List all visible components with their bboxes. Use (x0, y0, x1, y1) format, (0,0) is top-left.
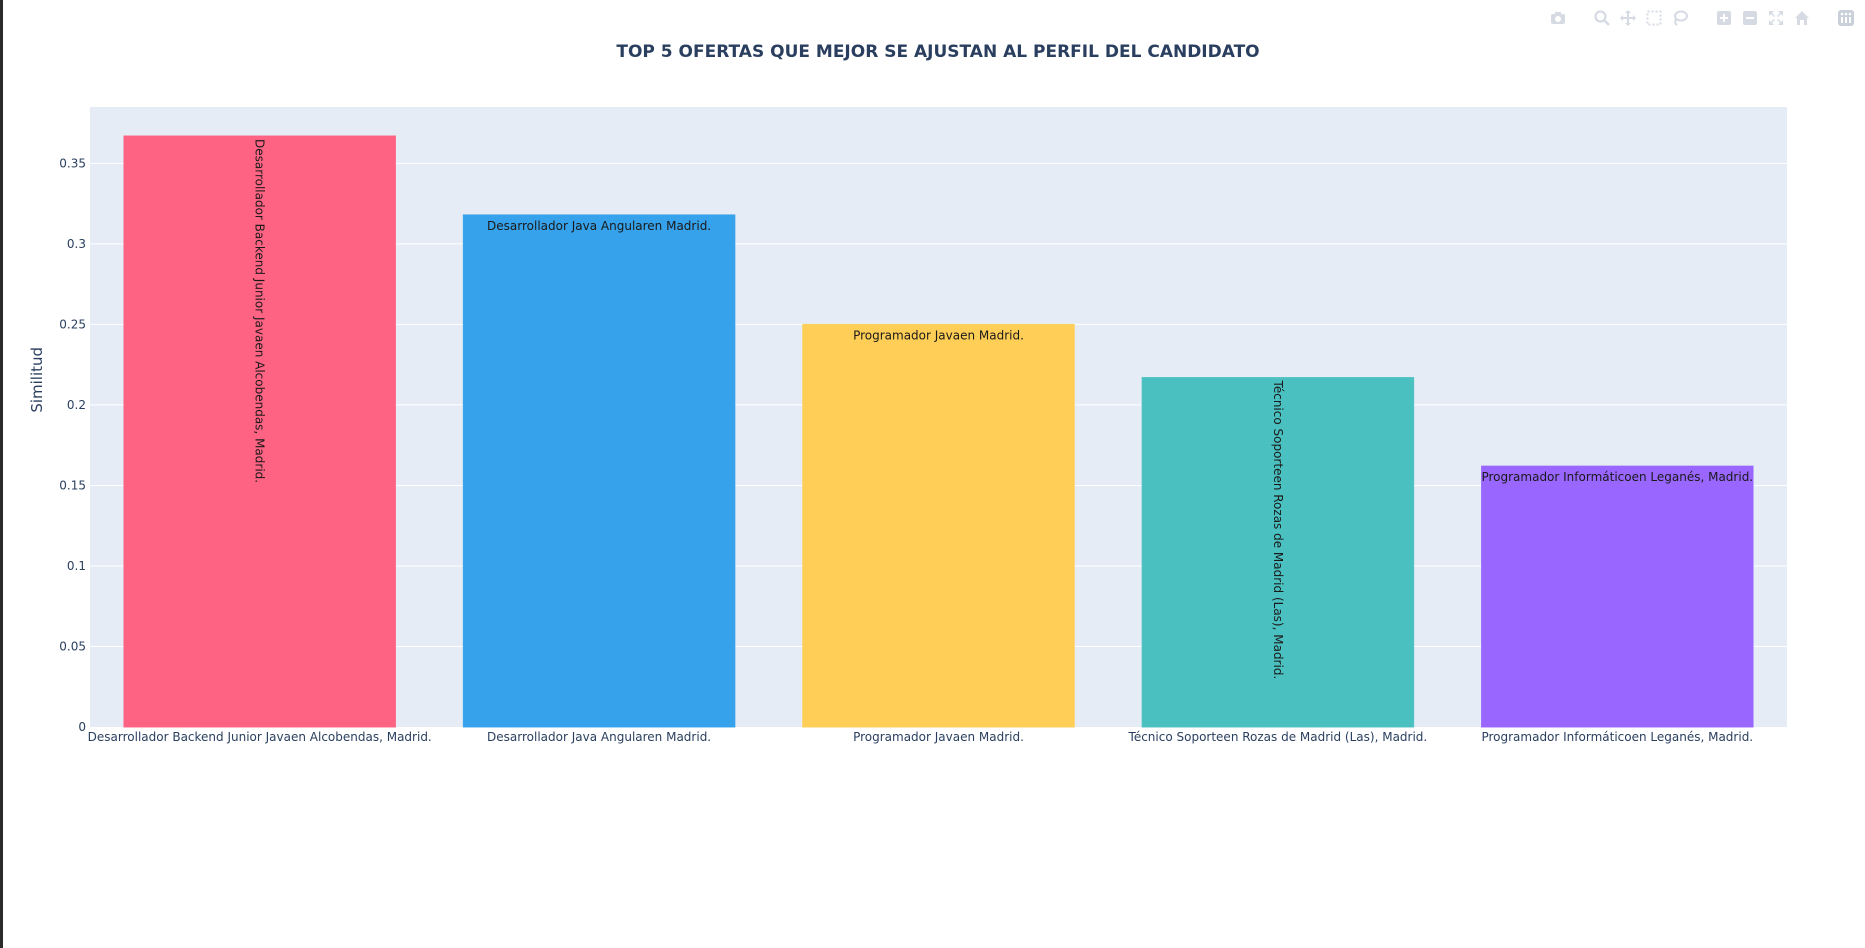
bar-label: Programador Javaen Madrid. (853, 328, 1024, 342)
y-tick-label: 0.1 (67, 559, 86, 573)
zoom-out-icon[interactable] (1741, 9, 1759, 27)
bar-label: Técnico Soporteen Rozas de Madrid (Las),… (1271, 380, 1285, 680)
box-select-icon[interactable] (1645, 9, 1663, 27)
x-tick-label: Desarrollador Backend Junior Javaen Alco… (88, 730, 432, 744)
bar[interactable] (123, 135, 396, 728)
zoom-in-icon[interactable] (1715, 9, 1733, 27)
bar-label: Programador Informáticoen Leganés, Madri… (1481, 470, 1753, 484)
chart-title: TOP 5 OFERTAS QUE MEJOR SE AJUSTAN AL PE… (616, 42, 1259, 62)
x-axis-ticks: Desarrollador Backend Junior Javaen Alco… (88, 730, 1753, 744)
lasso-icon[interactable] (1671, 9, 1689, 27)
y-axis-title: Similitud (28, 347, 46, 413)
y-tick-label: 0.25 (59, 317, 86, 331)
bars: Desarrollador Backend Junior Javaen Alco… (123, 135, 1754, 728)
x-tick-label: Programador Javaen Madrid. (853, 730, 1024, 744)
y-tick-label: 0.05 (59, 639, 86, 653)
y-tick-label: 0.15 (59, 478, 86, 492)
pan-icon[interactable] (1619, 9, 1637, 27)
zoom-icon[interactable] (1593, 9, 1611, 27)
y-tick-label: 0.2 (67, 398, 86, 412)
plot-modebar (1549, 9, 1855, 27)
home-icon[interactable] (1793, 9, 1811, 27)
bar[interactable] (802, 323, 1075, 728)
window-left-border (0, 0, 3, 948)
x-tick-label: Técnico Soporteen Rozas de Madrid (Las),… (1128, 730, 1428, 744)
bar-label: Desarrollador Java Angularen Madrid. (487, 219, 711, 233)
x-tick-label: Desarrollador Java Angularen Madrid. (487, 730, 711, 744)
y-tick-label: 0 (78, 720, 86, 734)
bar-label: Desarrollador Backend Junior Javaen Alco… (253, 139, 267, 483)
y-tick-label: 0.3 (67, 237, 86, 251)
bar[interactable] (1481, 465, 1754, 728)
autoscale-icon[interactable] (1767, 9, 1785, 27)
y-tick-label: 0.35 (59, 156, 86, 170)
plotly-logo-icon[interactable] (1837, 9, 1855, 27)
camera-icon[interactable] (1549, 9, 1567, 27)
bar[interactable] (1141, 377, 1415, 728)
x-tick-label: Programador Informáticoen Leganés, Madri… (1481, 730, 1753, 744)
bar[interactable] (462, 214, 736, 728)
y-axis-ticks: 0 0.05 0.1 0.15 0.2 0.25 0.3 0.35 (59, 156, 86, 734)
